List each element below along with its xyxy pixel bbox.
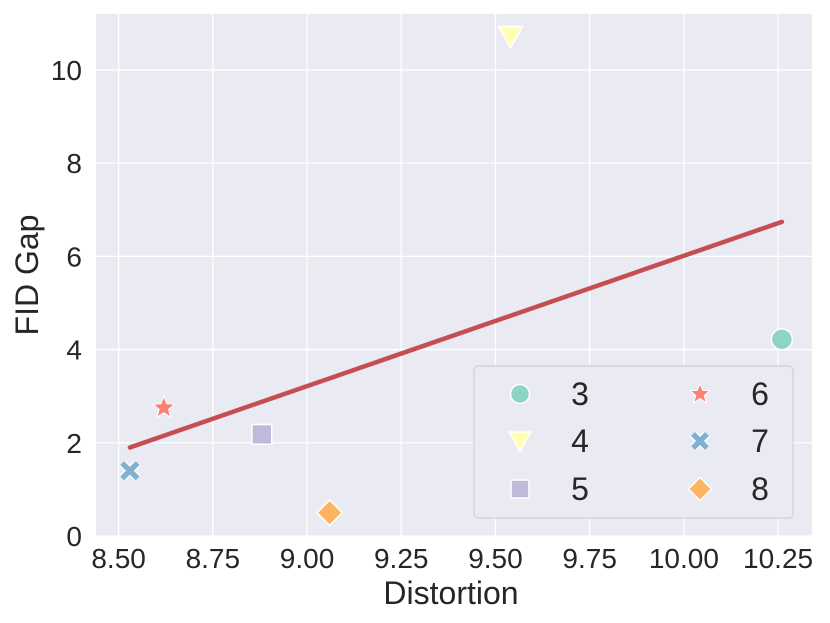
x-tick-label: 9.50	[468, 543, 523, 574]
legend-label-4: 4	[571, 423, 589, 459]
legend-label-7: 7	[751, 423, 769, 459]
x-tick-label: 8.75	[186, 543, 241, 574]
data-point-5	[251, 423, 273, 446]
x-tick-label: 8.50	[91, 543, 146, 574]
y-tick-label: 0	[66, 521, 82, 552]
x-marker-stroke	[120, 461, 140, 481]
y-tick-label: 8	[66, 148, 82, 179]
legend-marker-4	[508, 431, 532, 453]
x-tick-labels: 8.50 8.75 9.00 9.25 9.50 9.75 10.00 10.25	[91, 543, 813, 574]
legend-label-6: 6	[751, 376, 769, 412]
trendline	[127, 219, 785, 450]
y-tick-label: 10	[51, 55, 82, 86]
data-point-7	[119, 460, 141, 482]
legend-label-8: 8	[751, 471, 769, 507]
x-tick-label: 10.00	[649, 543, 719, 574]
y-tick-label: 4	[66, 335, 82, 366]
legend-marker-6	[688, 382, 712, 404]
x-tick-label: 9.75	[562, 543, 617, 574]
y-axis-label: FID Gap	[9, 215, 45, 336]
x-tick-label: 9.00	[280, 543, 335, 574]
legend-box	[473, 365, 794, 519]
y-tick-label: 2	[66, 428, 82, 459]
legend-label-5: 5	[571, 471, 589, 507]
legend-marker-3	[509, 383, 531, 405]
x-tick-label: 9.25	[374, 543, 429, 574]
legend-marker-8	[687, 476, 713, 502]
trendline-group	[127, 219, 785, 450]
data-points	[119, 25, 794, 527]
x-axis-label: Distortion	[383, 575, 518, 611]
data-point-8	[316, 499, 344, 527]
legend-label-3: 3	[571, 376, 589, 412]
x-tick-label: 10.25	[743, 543, 813, 574]
data-point-6	[151, 394, 177, 419]
y-tick-label: 6	[66, 241, 82, 272]
data-point-3	[770, 328, 794, 351]
y-tick-labels: 0 2 4 6 8 10	[51, 55, 82, 552]
legend: 3 4 5 6 7 8	[473, 365, 794, 519]
legend-marker-5	[510, 479, 530, 499]
data-point-4	[497, 25, 524, 49]
legend-marker-7	[690, 431, 710, 451]
x-marker-stroke	[691, 432, 709, 450]
